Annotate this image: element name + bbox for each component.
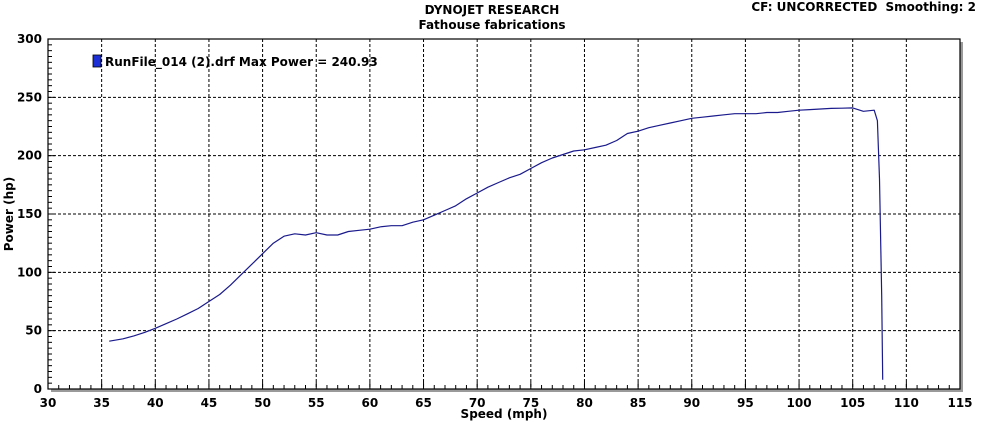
y-tick-label: 250 (17, 90, 42, 104)
y-tick-label: 150 (17, 207, 42, 221)
y-tick-label: 0 (34, 382, 42, 396)
x-tick-labels: 30 35 40 45 50 55 60 65 70 75 80 85 90 95 100 105 110 115 (40, 396, 973, 410)
grid (48, 39, 960, 389)
x-tick-label: 80 (576, 396, 593, 410)
x-tick-label: 45 (201, 396, 218, 410)
correction-factor-label: CF: UNCORRECTED (751, 0, 878, 14)
series (109, 107, 884, 380)
x-tick-label: 60 (362, 396, 379, 410)
legend-label-0: RunFile_014 (2).drf Max Power = 240.93 (105, 55, 378, 70)
legend: RunFile_014 (2).drf Max Power = 240.93 (92, 54, 378, 70)
y-axis-label: Power (hp) (2, 177, 16, 251)
plot-frame (47, 38, 963, 392)
x-tick-label: 90 (683, 396, 700, 410)
x-tick-label: 85 (630, 396, 647, 410)
chart-title: DYNOJET RESEARCH (424, 3, 560, 17)
y-tick-label: 50 (25, 324, 42, 338)
x-tick-label: 65 (415, 396, 432, 410)
smoothing-label: Smoothing: 2 (885, 0, 977, 14)
legend-swatch-0 (92, 54, 102, 68)
x-tick-label: 30 (40, 396, 57, 410)
x-tick-label: 40 (147, 396, 164, 410)
series-line-0 (109, 107, 884, 380)
y-tick-label: 200 (17, 149, 42, 163)
y-tick-label: 300 (17, 32, 42, 46)
x-tick-label: 75 (522, 396, 539, 410)
x-tick-label: 35 (93, 396, 110, 410)
x-tick-label: 95 (737, 396, 754, 410)
correction-info: CF: UNCORRECTED Smoothing: 2 (747, 0, 976, 14)
x-tick-label: 70 (469, 396, 486, 410)
x-tick-label: 115 (947, 396, 972, 410)
x-tick-label: 105 (840, 396, 865, 410)
y-tick-label: 100 (17, 265, 42, 279)
x-tick-label: 110 (894, 396, 919, 410)
minor-ticks (47, 38, 961, 390)
x-tick-label: 100 (787, 396, 812, 410)
x-tick-label: 50 (254, 396, 271, 410)
x-axis-label: Speed (mph) (461, 407, 548, 421)
chart-subtitle: Fathouse fabrications (418, 18, 566, 32)
y-tick-labels: 0 50 100 150 200 250 300 (17, 32, 42, 396)
x-tick-label: 55 (308, 396, 325, 410)
